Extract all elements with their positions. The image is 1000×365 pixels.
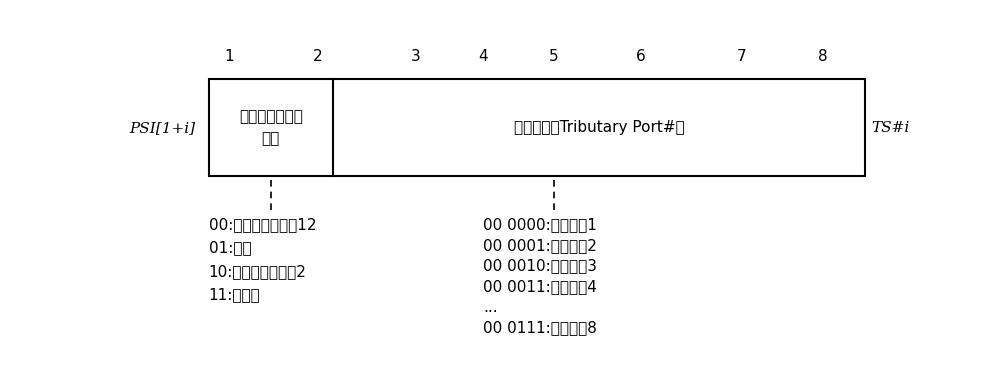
Text: 5: 5 — [549, 49, 558, 64]
Text: TS#i: TS#i — [871, 121, 910, 135]
Text: ...: ... — [483, 300, 498, 315]
Bar — [209, 79, 865, 176]
Text: 支路端口（Tributary Port#）: 支路端口（Tributary Port#） — [514, 120, 684, 135]
Text: 00 0000:支路端口1: 00 0000:支路端口1 — [483, 218, 597, 233]
Text: 00 0001:支路端口2: 00 0001:支路端口2 — [483, 238, 597, 253]
Text: 8: 8 — [818, 49, 827, 64]
Text: 00 0111:支路端口8: 00 0111:支路端口8 — [483, 320, 597, 335]
Text: PSI[1+i]: PSI[1+i] — [129, 121, 195, 135]
Text: 2: 2 — [312, 49, 322, 64]
Text: 00:光数据支路单元12: 00:光数据支路单元12 — [209, 218, 316, 233]
Text: 6: 6 — [636, 49, 646, 64]
Text: 01:保留: 01:保留 — [209, 241, 251, 256]
Text: 4: 4 — [478, 49, 488, 64]
Text: 3: 3 — [411, 49, 420, 64]
Text: 光数据支路单元
类型: 光数据支路单元 类型 — [239, 109, 303, 146]
Text: 00 0011:支路端口4: 00 0011:支路端口4 — [483, 279, 597, 294]
Text: 10:光数据支路单元2: 10:光数据支路单元2 — [209, 264, 307, 278]
Text: 1: 1 — [225, 49, 234, 64]
Text: 7: 7 — [736, 49, 746, 64]
Text: 00 0010:支路端口3: 00 0010:支路端口3 — [483, 259, 597, 274]
Text: 11:未占用: 11:未占用 — [209, 287, 260, 302]
